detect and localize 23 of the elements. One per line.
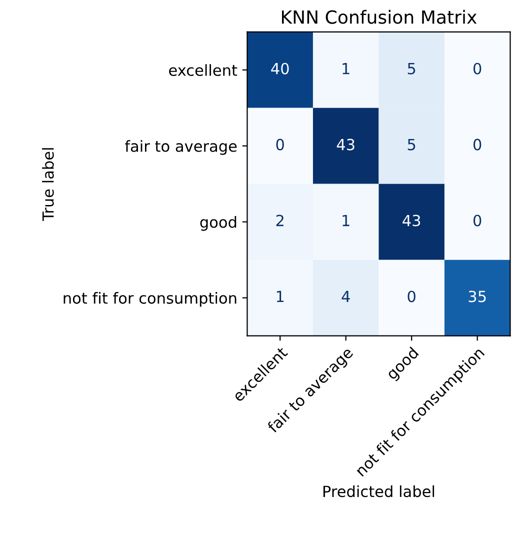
- y-axis-title: True label: [42, 148, 54, 222]
- data-label: 40: [271, 62, 289, 74]
- data-label: 1: [342, 214, 350, 226]
- data-label: 0: [473, 62, 482, 74]
- data-label: 0: [276, 138, 284, 150]
- data-label: 0: [408, 290, 416, 302]
- data-label: 43: [402, 214, 420, 226]
- data-label: 5: [408, 138, 416, 150]
- chart-title: KNN Confusion Matrix: [282, 10, 477, 24]
- y-tick-label: good: [200, 216, 236, 231]
- data-label: 4: [342, 290, 350, 302]
- x-axis-title: Predicted label: [323, 485, 434, 498]
- data-label: 1: [276, 290, 284, 302]
- data-label: 0: [473, 138, 482, 150]
- y-tick-label: not fit for consumption: [64, 292, 236, 307]
- data-label: 35: [468, 290, 486, 302]
- y-tick-label: fair to average: [124, 140, 237, 155]
- data-label: 2: [276, 214, 284, 226]
- data-label: 1: [342, 63, 350, 74]
- data-label: 0: [473, 214, 482, 226]
- y-tick-label: excellent: [169, 64, 238, 76]
- data-label: 5: [408, 63, 416, 74]
- data-label: 43: [336, 138, 354, 150]
